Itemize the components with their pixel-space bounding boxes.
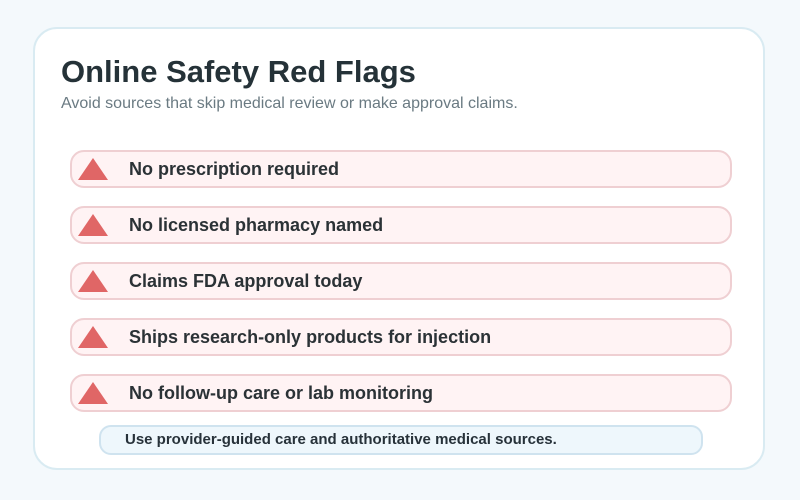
red-flag-item-no-prescription: No prescription required bbox=[70, 150, 732, 188]
page-subtitle: Avoid sources that skip medical review o… bbox=[61, 95, 518, 112]
red-flag-label: No follow-up care or lab monitoring bbox=[129, 383, 433, 403]
red-flag-item-no-licensed-pharmacy: No licensed pharmacy named bbox=[70, 206, 732, 244]
red-flag-list: No prescription required No licensed pha… bbox=[70, 150, 732, 430]
red-flag-label: No licensed pharmacy named bbox=[129, 215, 384, 235]
red-flags-card: Online Safety Red Flags Avoid sources th… bbox=[33, 27, 765, 470]
red-flag-label: No prescription required bbox=[129, 159, 340, 179]
warning-triangle-icon bbox=[78, 158, 108, 180]
red-flag-item-no-follow-up-care: No follow-up care or lab monitoring bbox=[70, 374, 732, 412]
red-flag-item-fda-approval-claim: Claims FDA approval today bbox=[70, 262, 732, 300]
red-flag-item-research-only-products: Ships research-only products for injecti… bbox=[70, 318, 732, 356]
red-flag-label: Ships research-only products for injecti… bbox=[129, 327, 492, 347]
guidance-note: Use provider-guided care and authoritati… bbox=[99, 425, 703, 455]
red-flag-label: Claims FDA approval today bbox=[129, 271, 363, 291]
warning-triangle-icon bbox=[78, 382, 108, 404]
warning-triangle-icon bbox=[78, 270, 108, 292]
warning-triangle-icon bbox=[78, 326, 108, 348]
page-title: Online Safety Red Flags bbox=[61, 54, 416, 89]
warning-triangle-icon bbox=[78, 214, 108, 236]
